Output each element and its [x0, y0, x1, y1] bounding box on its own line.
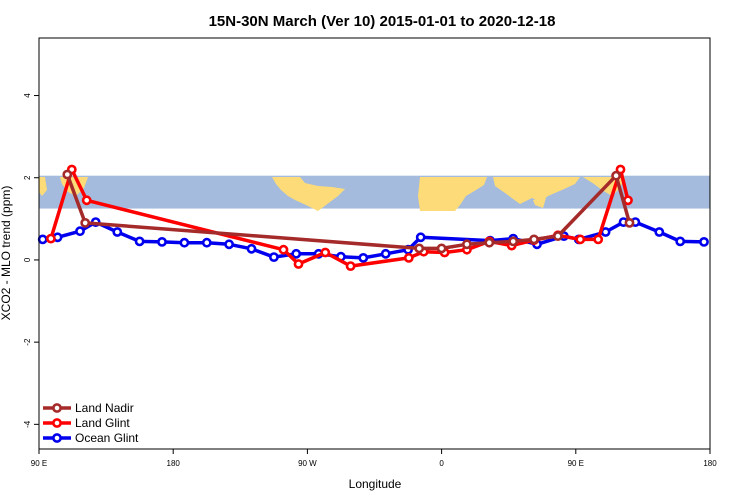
data-point-ocean-glint [246, 243, 257, 254]
data-point-land-glint [593, 234, 604, 245]
data-point-ocean-glint [291, 248, 302, 259]
data-point-ocean-glint [224, 239, 234, 250]
data-point-land-glint [293, 259, 304, 269]
y-tick-label: -4 [23, 420, 32, 428]
map-land-0 [39, 177, 47, 196]
data-point-ocean-glint [201, 237, 212, 248]
data-point-land-nadir [611, 170, 621, 181]
legend-label-ocean-glint: Ocean Glint [75, 431, 139, 445]
data-point-land-glint [320, 247, 331, 258]
map-land-5 [493, 177, 580, 204]
y-axis-label: XCO2 - MLO trend (ppm) [0, 186, 13, 321]
data-point-land-nadir [414, 243, 425, 254]
data-point-land-glint [615, 164, 626, 175]
data-point-ocean-glint [75, 226, 85, 237]
x-tick-label: 180 [703, 459, 717, 468]
data-point-land-nadir [62, 169, 73, 180]
data-point-ocean-glint [112, 227, 123, 237]
series-layer [37, 164, 709, 271]
map-land-6 [533, 198, 546, 208]
data-point-land-nadir [529, 234, 539, 245]
data-point-ocean-glint [380, 248, 391, 259]
data-point-land-nadir [436, 243, 447, 254]
data-point-land-glint [345, 261, 356, 271]
plot-frame [38, 37, 711, 450]
x-tick-label: 180 [167, 459, 181, 468]
x-tick-label: 90 E [568, 459, 584, 468]
chart-title: 15N-30N March (Ver 10) 2015-01-01 to 202… [209, 13, 556, 30]
data-point-ocean-glint [675, 236, 686, 247]
data-point-ocean-glint [415, 232, 426, 243]
data-point-ocean-glint [358, 252, 369, 263]
x-tick-label: 0 [439, 459, 444, 468]
data-point-land-glint [575, 234, 586, 245]
x-tick-label: 90 W [298, 459, 317, 468]
data-point-land-glint [81, 195, 92, 206]
data-point-ocean-glint [654, 227, 665, 237]
data-point-land-nadir [461, 239, 472, 250]
x-axis-label: Longitude [349, 477, 402, 491]
data-point-ocean-glint [699, 236, 709, 247]
data-point-ocean-glint [37, 234, 48, 245]
data-point-ocean-glint [134, 236, 145, 247]
y-tick-label: 4 [23, 93, 32, 98]
data-point-ocean-glint [268, 252, 279, 262]
data-point-land-glint [46, 233, 56, 244]
y-tick-label: 2 [23, 175, 32, 180]
data-point-land-glint [403, 252, 414, 263]
data-point-land-nadir [80, 217, 91, 228]
legend-marker-land-nadir [52, 403, 62, 413]
legend-label-land-nadir: Land Nadir [75, 401, 134, 415]
map-land-4 [418, 177, 487, 211]
y-axis: -4 -2 0 2 4 [23, 93, 39, 428]
map-land-2 [272, 177, 345, 211]
x-tick-label: 90 E [31, 459, 47, 468]
data-point-land-nadir [484, 237, 495, 248]
data-point-ocean-glint [157, 236, 167, 247]
y-tick-label: 0 [23, 257, 32, 262]
legend-label-land-glint: Land Glint [75, 416, 130, 430]
data-point-land-nadir [624, 217, 635, 228]
x-axis: 90 E 180 90 W 0 90 E 180 [31, 449, 717, 468]
map-land-3 [300, 186, 316, 190]
data-point-land-nadir [508, 236, 519, 247]
y-tick-label: -2 [23, 338, 32, 346]
legend-marker-ocean-glint [52, 433, 62, 443]
data-point-land-glint [278, 244, 289, 255]
data-point-ocean-glint [179, 237, 190, 248]
legend-marker-land-glint [52, 418, 62, 428]
data-point-land-nadir [553, 231, 563, 241]
